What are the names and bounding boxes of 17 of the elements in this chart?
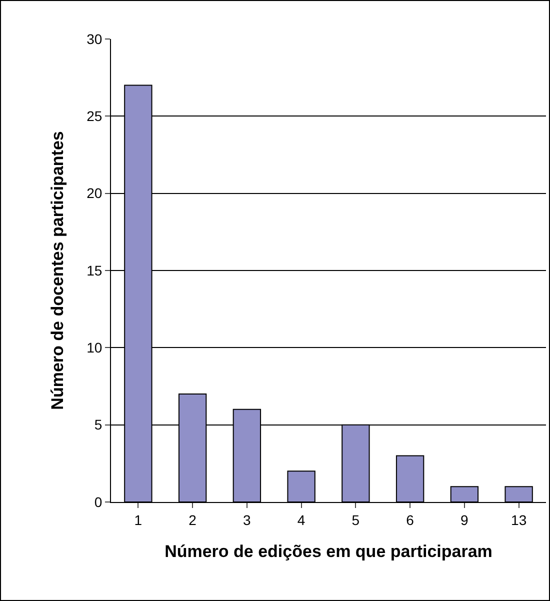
x-tick-label: 13	[511, 512, 527, 528]
y-tick-label: 0	[94, 494, 102, 510]
x-axis-title: Número de edições em que participaram	[164, 542, 492, 562]
x-tick-label: 9	[460, 512, 469, 528]
y-tick-label: 20	[86, 185, 102, 202]
y-tick-label: 5	[94, 416, 102, 433]
y-tick-label: 25	[86, 108, 102, 124]
y-axis-title: Número de docentes participantes	[48, 131, 68, 410]
y-tick-label: 30	[86, 30, 102, 47]
x-tick-label: 5	[352, 512, 360, 528]
x-tick-label: 6	[406, 512, 414, 528]
y-tick-label: 10	[86, 340, 102, 356]
x-tick-label: 2	[188, 512, 197, 528]
x-tick-label: 4	[297, 512, 306, 528]
x-tick-label: 3	[243, 512, 252, 528]
x-tick-label: 1	[134, 512, 142, 528]
y-tick-label: 15	[86, 262, 102, 278]
